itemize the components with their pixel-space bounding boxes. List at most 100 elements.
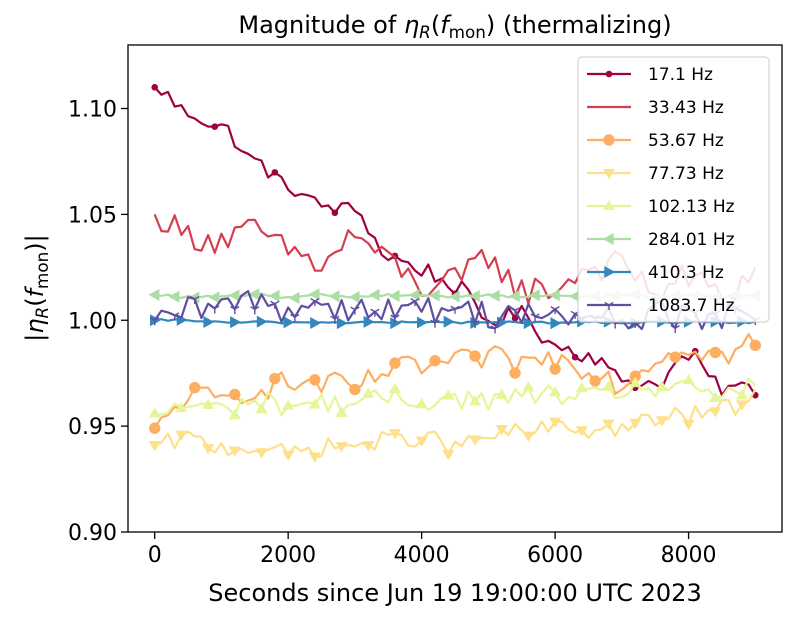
data-point bbox=[151, 84, 158, 91]
data-point bbox=[522, 431, 535, 442]
data-point bbox=[170, 312, 180, 321]
data-point bbox=[148, 407, 161, 418]
x-tick-label: 8000 bbox=[661, 543, 717, 568]
x-tick-label: 6000 bbox=[527, 543, 583, 568]
data-point bbox=[330, 315, 340, 324]
data-point bbox=[749, 339, 762, 352]
data-point bbox=[335, 442, 348, 453]
data-point bbox=[350, 306, 360, 315]
data-point bbox=[255, 402, 268, 414]
data-point bbox=[282, 450, 295, 462]
data-point bbox=[604, 301, 614, 310]
data-point bbox=[331, 209, 339, 217]
data-point bbox=[549, 363, 561, 375]
data-point bbox=[362, 441, 375, 452]
data-point bbox=[495, 388, 508, 399]
data-point bbox=[443, 315, 455, 328]
data-point bbox=[509, 367, 521, 379]
legend-label: 53.67 Hz bbox=[648, 131, 724, 151]
legend-entry: 77.73 Hz bbox=[587, 164, 724, 184]
x-tick-label: 0 bbox=[148, 543, 162, 568]
data-point bbox=[603, 134, 615, 146]
series-line bbox=[154, 388, 757, 458]
data-point bbox=[428, 289, 440, 302]
data-point bbox=[602, 380, 615, 391]
data-point bbox=[669, 351, 681, 363]
data-point bbox=[228, 289, 240, 302]
legend-label: 33.43 Hz bbox=[648, 98, 724, 118]
data-point bbox=[575, 381, 588, 393]
legend-label: 17.1 Hz bbox=[648, 65, 713, 85]
legend-entry: 102.13 Hz bbox=[587, 197, 735, 217]
data-point bbox=[602, 199, 616, 211]
data-point bbox=[602, 232, 614, 246]
x-tick-label: 4000 bbox=[394, 543, 450, 568]
data-point bbox=[229, 388, 241, 401]
data-point bbox=[308, 398, 321, 409]
x-tick-label: 2000 bbox=[260, 543, 316, 568]
data-point bbox=[416, 316, 428, 329]
data-point bbox=[488, 289, 500, 302]
data-point bbox=[469, 350, 481, 362]
legend-entry: 53.67 Hz bbox=[587, 131, 724, 151]
data-point bbox=[415, 397, 428, 409]
legend: 17.1 Hz 33.43 Hz 53.67 Hz 77.73 Hz 102.13 Hz… bbox=[577, 56, 770, 323]
data-point bbox=[571, 353, 579, 361]
data-point bbox=[522, 381, 535, 392]
data-point bbox=[530, 313, 540, 322]
data-point bbox=[150, 317, 160, 326]
data-point bbox=[288, 291, 300, 304]
data-point bbox=[470, 320, 480, 329]
data-point bbox=[528, 289, 540, 302]
data-point bbox=[549, 386, 562, 397]
data-point bbox=[549, 417, 562, 428]
data-point bbox=[271, 169, 279, 176]
data-point bbox=[256, 315, 268, 328]
data-point bbox=[328, 290, 340, 303]
series-line bbox=[154, 377, 757, 417]
data-point bbox=[283, 316, 295, 329]
y-tick-label: 1.10 bbox=[68, 98, 117, 123]
data-point bbox=[309, 374, 321, 386]
data-point bbox=[269, 372, 281, 385]
data-point bbox=[248, 288, 260, 301]
data-point bbox=[211, 123, 219, 130]
series-77-73-Hz bbox=[148, 388, 757, 463]
axes-layer: 0 2000 4000 6000 8000 0.90 0.95 1.00 1.05 1.10 bbox=[68, 98, 717, 568]
data-point bbox=[230, 316, 242, 329]
legend-entry: 33.43 Hz bbox=[587, 98, 724, 118]
data-point bbox=[270, 300, 280, 309]
data-point bbox=[228, 446, 241, 457]
data-point bbox=[508, 290, 520, 303]
y-axis-title: |ηR​(fmon​)| bbox=[21, 234, 52, 342]
data-point bbox=[468, 395, 482, 406]
data-point bbox=[523, 317, 535, 330]
data-point bbox=[308, 288, 320, 301]
data-point bbox=[655, 380, 668, 391]
data-point bbox=[429, 355, 441, 367]
legend-entry: 410.3 Hz bbox=[587, 263, 724, 283]
plot-frame bbox=[127, 44, 783, 533]
data-point bbox=[589, 375, 601, 387]
data-point bbox=[442, 389, 455, 400]
series-line bbox=[153, 333, 757, 429]
data-point bbox=[335, 406, 348, 417]
y-tick-label: 0.95 bbox=[68, 415, 117, 440]
data-point bbox=[682, 373, 695, 385]
data-point bbox=[189, 381, 201, 394]
data-point bbox=[448, 290, 460, 303]
data-point bbox=[629, 418, 642, 430]
y-tick-label: 1.00 bbox=[68, 309, 117, 334]
legend-label: 1083.7 Hz bbox=[648, 296, 735, 316]
data-point bbox=[208, 291, 220, 304]
series-53-67-Hz bbox=[148, 333, 762, 434]
data-point bbox=[430, 319, 440, 328]
data-point bbox=[490, 325, 500, 334]
data-point bbox=[190, 295, 200, 305]
data-point bbox=[310, 316, 322, 330]
legend-label: 284.01 Hz bbox=[648, 230, 735, 250]
x-axis-title: Seconds since Jun 19 19:00:00 UTC 2023 bbox=[208, 579, 701, 607]
data-point bbox=[370, 308, 380, 317]
data-point bbox=[148, 288, 160, 301]
